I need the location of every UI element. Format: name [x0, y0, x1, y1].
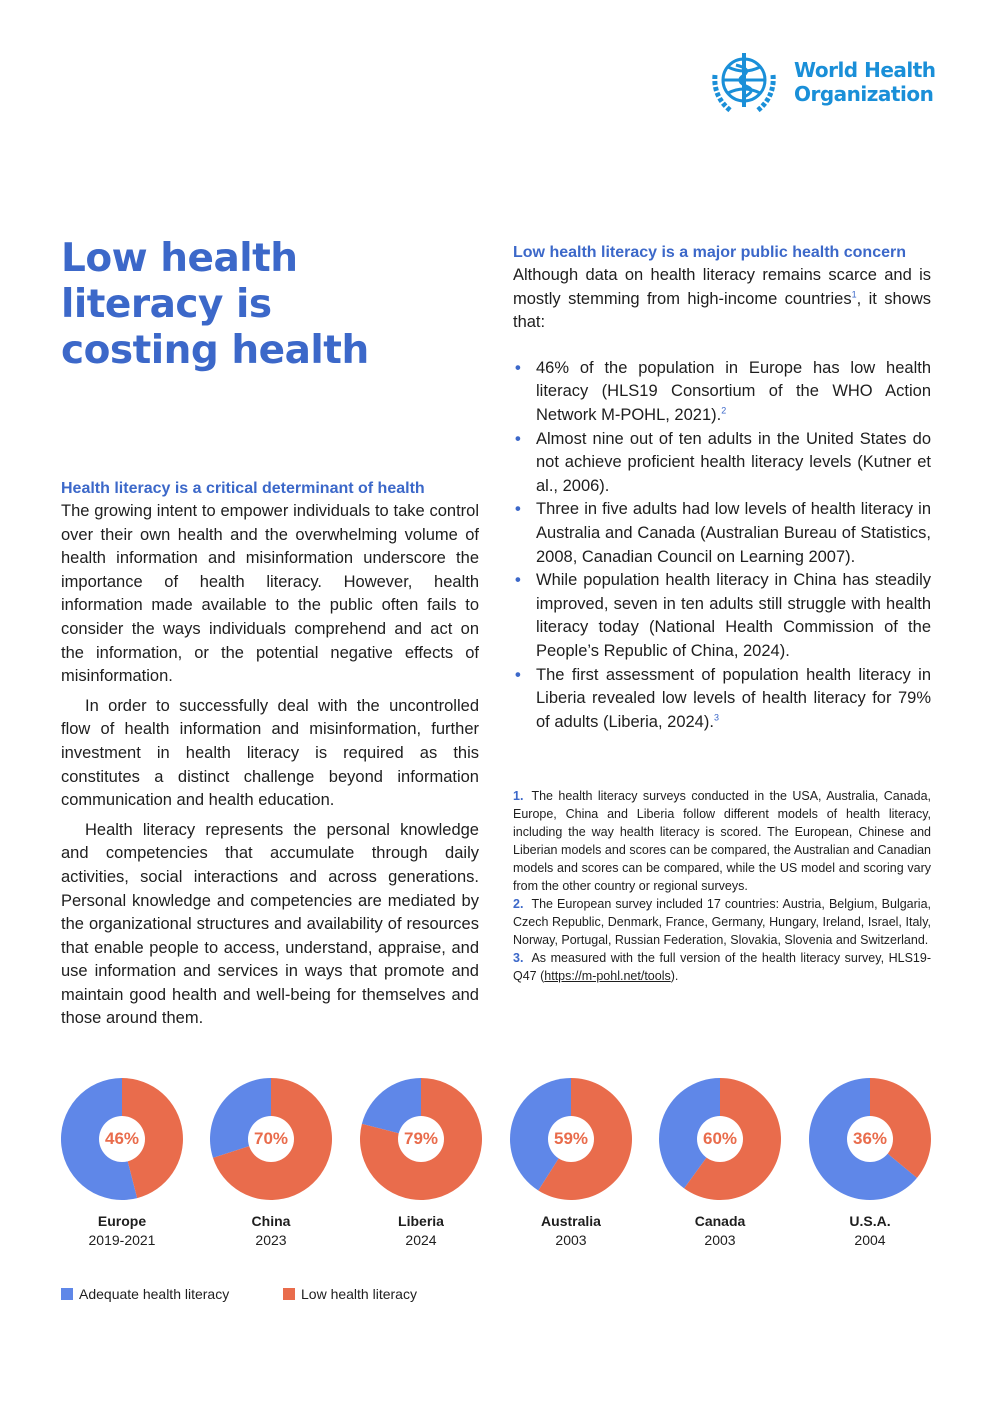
donut-hole [697, 1116, 743, 1162]
footnote-ref-3: 3 [713, 712, 719, 723]
list-item: • Almost nine out of ten adults in the Un… [513, 428, 931, 499]
donut-value-label: 46% [104, 1129, 140, 1148]
bullet-icon: • [515, 358, 521, 377]
donut-value-label: 79% [403, 1129, 439, 1148]
org-name-line2: Organization [794, 82, 934, 106]
list-item: • Three in five adults had low levels of … [513, 498, 931, 569]
donut-value-label: 36% [852, 1129, 888, 1148]
donut-svg [510, 1078, 632, 1200]
donut-hole [248, 1116, 294, 1162]
survey-period: 2003 [704, 1232, 736, 1248]
slice-low [122, 1078, 183, 1199]
footnote-text: The health literacy surveys conducted in… [513, 789, 931, 893]
footnote-text: As measured with the full version of the… [513, 951, 931, 983]
survey-period: 2019-2021 [88, 1232, 156, 1248]
donut-hole [398, 1116, 444, 1162]
footnote-1: 1. The health literacy surveys conducted … [513, 787, 931, 895]
footnote-ref-1: 1 [851, 289, 857, 300]
survey-period: 2023 [255, 1232, 287, 1248]
bullet-icon: • [515, 429, 521, 448]
survey-period: 2003 [555, 1232, 587, 1248]
footnote-3: 3. As measured with the full version of t… [513, 949, 931, 985]
donut-1: 70% [210, 1078, 332, 1200]
who-logo: World Health Organization [709, 47, 939, 117]
left-subheading: Health literacy is a critical determinan… [61, 480, 425, 497]
donut-hole [548, 1116, 594, 1162]
donut-svg [659, 1078, 781, 1200]
slice-adequate [510, 1078, 571, 1191]
donut-2: 79% [360, 1078, 482, 1200]
survey-period: 2004 [854, 1232, 886, 1248]
footnotes: 1. The health literacy surveys conducted … [513, 787, 931, 985]
left-paragraph-2: In order to successfully deal with the u… [61, 696, 479, 810]
survey-period: 2024 [405, 1232, 437, 1248]
legend-adequate: Adequate health literacy [61, 1285, 229, 1303]
left-paragraph-1: The growing intent to empower individual… [61, 502, 479, 686]
country-name: U.S.A. [849, 1213, 891, 1229]
org-name: World Health Organization [794, 58, 936, 106]
bullet-text: Three in five adults had low levels of h… [536, 500, 931, 566]
footnote-number: 2. [513, 897, 524, 911]
right-subheading: Low health literacy is a major public he… [513, 244, 906, 261]
bullet-text: Almost nine out of ten adults in the Uni… [536, 429, 931, 495]
footnote-text: The European survey included 17 countrie… [513, 897, 931, 947]
list-item: • While population health literacy in Chi… [513, 569, 931, 663]
donut-svg [809, 1078, 931, 1200]
donut-svg [210, 1078, 332, 1200]
bullet-text: While population health literacy in Chin… [536, 571, 931, 660]
country-name: Australia [541, 1213, 601, 1229]
donut-hole [847, 1116, 893, 1162]
footnote-text-end: ). [670, 969, 679, 983]
list-item: • 46% of the population in Europe has low… [513, 357, 931, 428]
right-intro-end: , it shows that: [513, 289, 931, 332]
donut-0: 46% [61, 1078, 183, 1200]
right-intro: Although data on health literacy remains… [513, 264, 931, 335]
donut-4: 60% [659, 1078, 781, 1200]
footnote-ref-2: 2 [721, 405, 727, 416]
left-column: Health literacy is a critical determinan… [61, 478, 479, 1031]
donut-hole [99, 1116, 145, 1162]
right-intro-text: Although data on health literacy remains… [513, 266, 931, 308]
legend-label-low: Low health literacy [301, 1286, 417, 1302]
bullet-text: 46% of the population in Europe has low … [536, 358, 931, 424]
legend-swatch-adequate [61, 1288, 73, 1300]
donut-value-label: 70% [253, 1129, 289, 1148]
country-name: China [251, 1213, 291, 1229]
list-item: • The first assessment of population heal… [513, 664, 931, 735]
donut-3: 59% [510, 1078, 632, 1200]
donut-5: 36% [809, 1078, 931, 1200]
bullet-icon: • [515, 571, 521, 590]
country-name: Liberia [398, 1213, 444, 1229]
country-name: Europe [97, 1213, 147, 1229]
who-emblem-icon [712, 53, 776, 113]
legend-label-adequate: Adequate health literacy [79, 1286, 230, 1302]
org-name-line1: World Health [794, 58, 936, 82]
bullet-text: The first assessment of population healt… [536, 665, 931, 731]
footnote-number: 3. [513, 951, 524, 965]
m-pohl-link[interactable]: https://m-pohl.net/tools [544, 969, 671, 983]
bullet-icon: • [515, 500, 521, 519]
legend-low: Low health literacy [283, 1285, 417, 1303]
page-title: Low health literacy is costing health [61, 236, 369, 373]
findings-list: • 46% of the population in Europe has low… [513, 357, 931, 735]
slice-low [870, 1078, 931, 1178]
donut-svg [360, 1078, 482, 1200]
right-column: Low health literacy is a major public he… [513, 242, 931, 734]
left-paragraph-3: Health literacy represents the personal … [61, 820, 479, 1028]
donut-value-label: 59% [553, 1129, 589, 1148]
slice-adequate [659, 1078, 720, 1189]
footnote-2: 2. The European survey included 17 countr… [513, 895, 931, 949]
donut-svg [61, 1078, 183, 1200]
country-name: Canada [694, 1213, 746, 1229]
legend-swatch-low [283, 1288, 295, 1300]
bullet-icon: • [515, 665, 521, 684]
donut-value-label: 60% [702, 1129, 738, 1148]
footnote-number: 1. [513, 789, 524, 803]
